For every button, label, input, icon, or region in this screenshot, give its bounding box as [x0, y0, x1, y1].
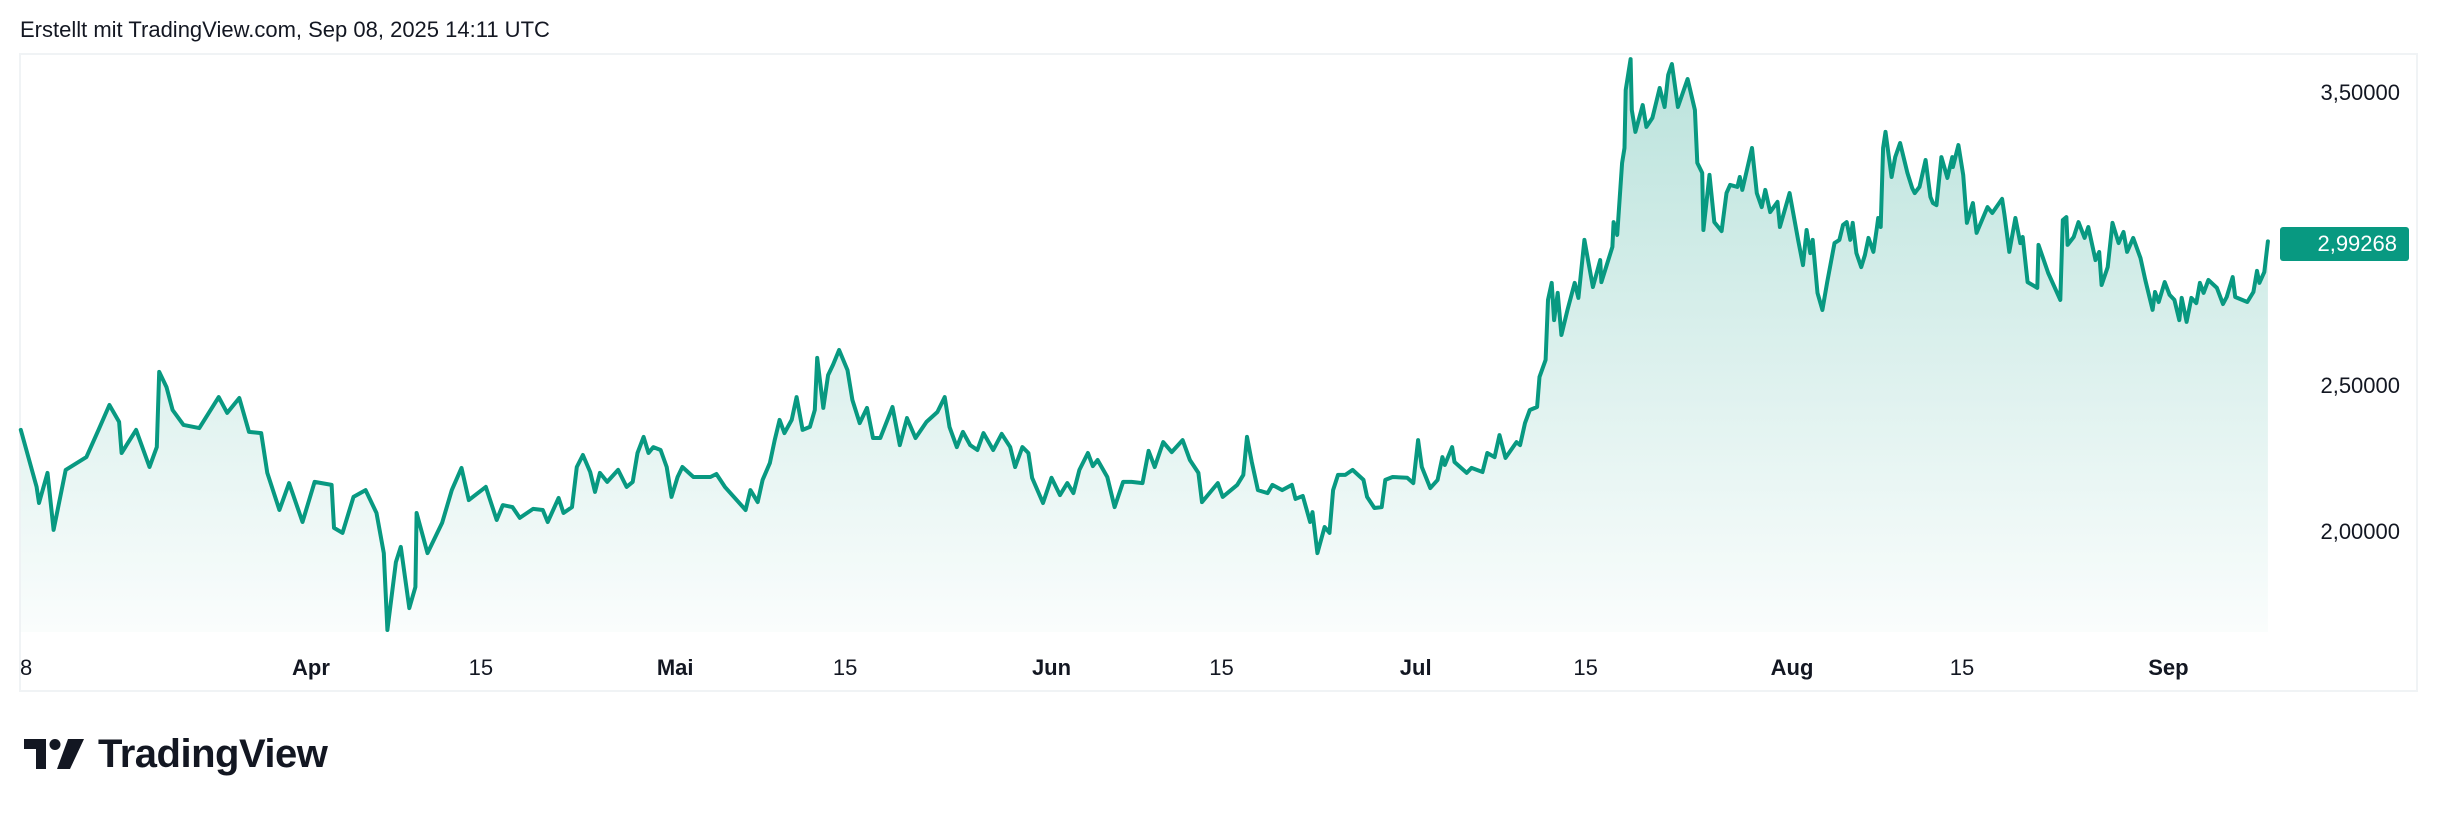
time-axis-day-label: 15 — [1209, 655, 1234, 680]
time-axis-month-label: Apr — [292, 655, 330, 680]
time-axis-day-label: 15 — [468, 655, 494, 680]
time-axis-month-label: Jul — [1399, 655, 1432, 680]
tradingview-logo-icon — [24, 739, 84, 769]
time-axis-day-label: 15 — [832, 655, 858, 680]
chart-frame — [19, 53, 2418, 692]
price-axis-label: 2,50000 — [2320, 372, 2400, 398]
price-axis-label: 2,00000 — [2320, 518, 2400, 544]
time-axis-day-label: 15 — [1573, 655, 1598, 680]
time-axis-day-label: 8 — [20, 655, 33, 680]
tradingview-logo-text: TradingView — [98, 732, 328, 776]
price-area-fill — [20, 59, 2268, 633]
time-axis-month-label: Jun — [1031, 655, 1072, 680]
last-price-badge: 2,99268 — [2280, 227, 2409, 261]
time-axis-month-label: Mai — [656, 655, 694, 680]
created-with-caption: Erstellt mit TradingView.com, Sep 08, 20… — [20, 17, 550, 42]
time-axis-day-label: 15 — [1949, 655, 1975, 680]
time-axis-month-label: Sep — [2148, 655, 2189, 680]
price-axis-label: 3,50000 — [2320, 80, 2400, 105]
price-line — [18, 57, 2270, 632]
time-axis-month-label: Aug — [1770, 655, 1814, 680]
tradingview-logo[interactable]: TradingView — [24, 732, 328, 776]
